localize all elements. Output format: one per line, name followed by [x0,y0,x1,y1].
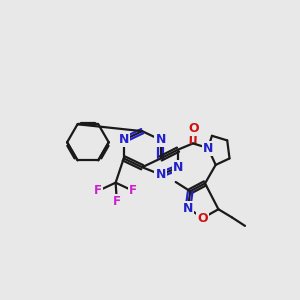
Text: N: N [203,142,213,154]
Text: N: N [118,134,129,146]
Text: N: N [155,168,166,181]
Text: N: N [183,202,193,214]
Text: F: F [94,184,102,197]
Text: N: N [155,134,166,146]
Text: N: N [173,161,183,174]
Text: F: F [113,195,121,208]
Text: O: O [197,212,208,224]
Text: O: O [188,122,199,135]
Text: F: F [129,184,137,197]
